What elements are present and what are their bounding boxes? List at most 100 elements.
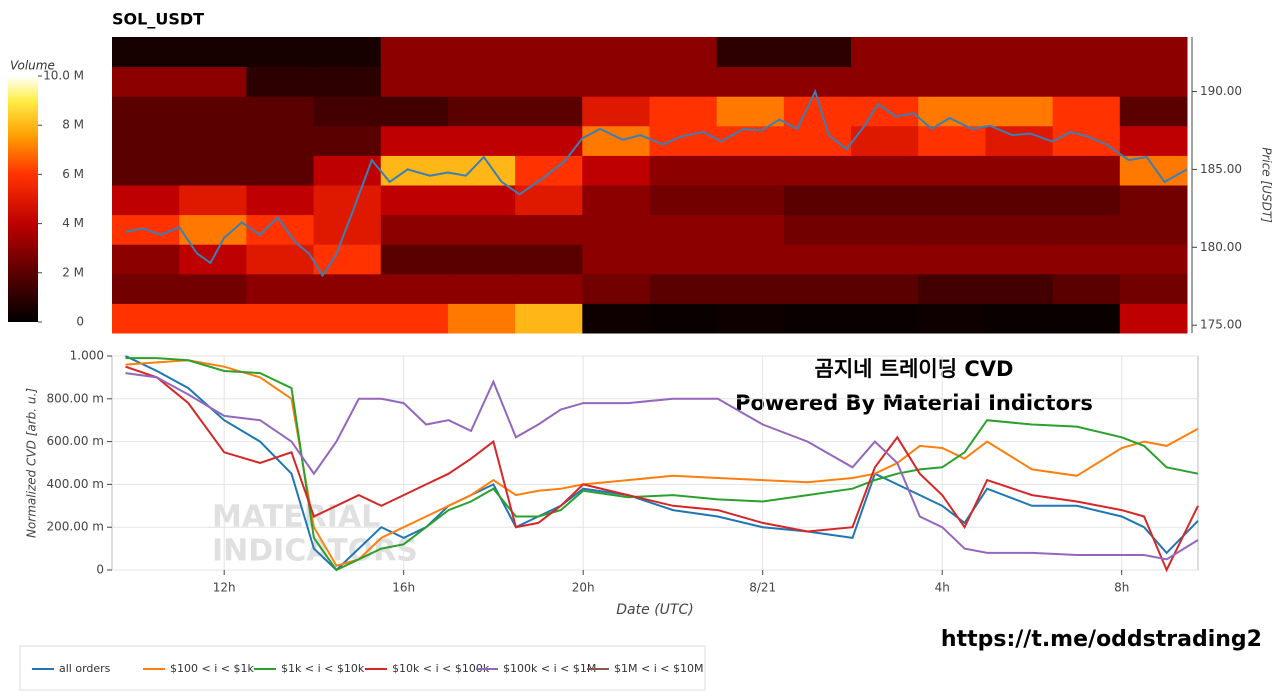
y-tick-label: 185.00 bbox=[1200, 162, 1242, 176]
heat-cell bbox=[649, 155, 718, 186]
heat-cell bbox=[783, 66, 852, 97]
heat-cell bbox=[112, 96, 180, 127]
heat-cell bbox=[582, 155, 650, 186]
heat-cell bbox=[783, 303, 852, 334]
heat-cell bbox=[246, 155, 315, 186]
x-axis-label: Date (UTC) bbox=[616, 602, 693, 618]
heat-cell bbox=[179, 155, 247, 186]
y-axis-label: Price [USDT] bbox=[1260, 147, 1274, 223]
heat-cell bbox=[716, 125, 785, 156]
heat-cell bbox=[1052, 66, 1121, 97]
heat-cell bbox=[179, 125, 247, 156]
heat-cell bbox=[582, 37, 650, 68]
heat-cell bbox=[112, 155, 180, 186]
y-tick-label: 175.00 bbox=[1200, 318, 1242, 332]
heat-cell bbox=[1119, 244, 1188, 275]
heat-cell bbox=[313, 214, 382, 245]
heat-cell bbox=[313, 125, 382, 156]
heat-cell bbox=[716, 214, 785, 245]
heat-cell bbox=[112, 185, 180, 216]
heat-cell bbox=[313, 244, 382, 275]
heat-cell bbox=[1052, 273, 1121, 304]
colorbar-tick-label: 4 M bbox=[62, 216, 84, 230]
heat-cell bbox=[380, 185, 449, 216]
heat-cell bbox=[851, 273, 919, 304]
y-tick-label: 190.00 bbox=[1200, 84, 1242, 98]
heat-cell bbox=[1119, 37, 1188, 68]
heat-cell bbox=[447, 244, 516, 275]
heat-cell bbox=[1119, 96, 1188, 127]
heat-cell bbox=[985, 125, 1054, 156]
colorbar-tick-label: 0 bbox=[76, 315, 84, 329]
heat-cell bbox=[985, 155, 1054, 186]
heat-cell bbox=[380, 37, 449, 68]
heat-cell bbox=[1052, 244, 1121, 275]
heat-cell bbox=[582, 185, 650, 216]
heat-cell bbox=[380, 303, 449, 334]
legend-label: $1k < i < $10k bbox=[281, 662, 365, 675]
heat-cell bbox=[112, 37, 180, 68]
heat-cell bbox=[918, 244, 986, 275]
heat-cell bbox=[716, 155, 785, 186]
heat-cell bbox=[447, 214, 516, 245]
heat-cell bbox=[515, 66, 583, 97]
heat-cell bbox=[515, 244, 583, 275]
heat-cell bbox=[380, 66, 449, 97]
heat-cell bbox=[246, 185, 315, 216]
heat-cell bbox=[447, 125, 516, 156]
heat-cell bbox=[1119, 185, 1188, 216]
heat-cell bbox=[112, 125, 180, 156]
heat-cell bbox=[716, 185, 785, 216]
heat-cell bbox=[649, 185, 718, 216]
heat-cell bbox=[515, 96, 583, 127]
heat-cell bbox=[1052, 214, 1121, 245]
heat-cell bbox=[380, 244, 449, 275]
heat-cell bbox=[918, 66, 986, 97]
heat-cell bbox=[582, 244, 650, 275]
heat-cell bbox=[716, 244, 785, 275]
heat-cell bbox=[447, 66, 516, 97]
colorbar-tick-label: 8 M bbox=[62, 118, 84, 132]
heat-cell bbox=[112, 273, 180, 304]
heat-cell bbox=[783, 155, 852, 186]
heat-cell bbox=[380, 273, 449, 304]
heat-cell bbox=[1119, 214, 1188, 245]
y-tick-label: 600.00 m bbox=[47, 434, 105, 448]
heat-cell bbox=[447, 185, 516, 216]
heat-cell bbox=[985, 273, 1054, 304]
heat-cell bbox=[112, 244, 180, 275]
heat-cell bbox=[918, 37, 986, 68]
heat-cell bbox=[649, 273, 718, 304]
heat-cell bbox=[783, 273, 852, 304]
heat-cell bbox=[851, 155, 919, 186]
heat-cell bbox=[313, 303, 382, 334]
heat-cell bbox=[716, 37, 785, 68]
heat-cell bbox=[447, 273, 516, 304]
colorbar-title: Volume bbox=[10, 59, 55, 73]
heat-cell bbox=[582, 96, 650, 127]
heat-cell bbox=[918, 96, 986, 127]
heat-cell bbox=[380, 96, 449, 127]
y-axis-label: Normalized CVD [arb. u.] bbox=[25, 388, 39, 538]
footer-link[interactable]: https://t.me/oddstrading2 bbox=[941, 627, 1262, 652]
series-line bbox=[125, 357, 1199, 572]
heat-cell bbox=[649, 214, 718, 245]
colorbar-tick-label: 6 M bbox=[62, 167, 84, 181]
heat-cell bbox=[1119, 273, 1188, 304]
annotation: Powered By Material Indictors bbox=[735, 391, 1093, 415]
heat-cell bbox=[851, 303, 919, 334]
price-line bbox=[125, 88, 1188, 278]
heat-cell bbox=[783, 125, 852, 156]
heat-cell bbox=[1119, 303, 1188, 334]
heat-cell bbox=[515, 273, 583, 304]
heat-cell bbox=[179, 185, 247, 216]
heat-cell bbox=[179, 273, 247, 304]
heat-cell bbox=[1052, 185, 1121, 216]
heat-cell bbox=[985, 96, 1054, 127]
heat-cell bbox=[783, 185, 852, 216]
heat-cell bbox=[447, 37, 516, 68]
legend-box bbox=[19, 645, 706, 691]
heat-cell bbox=[985, 303, 1054, 334]
heat-cell bbox=[179, 37, 247, 68]
